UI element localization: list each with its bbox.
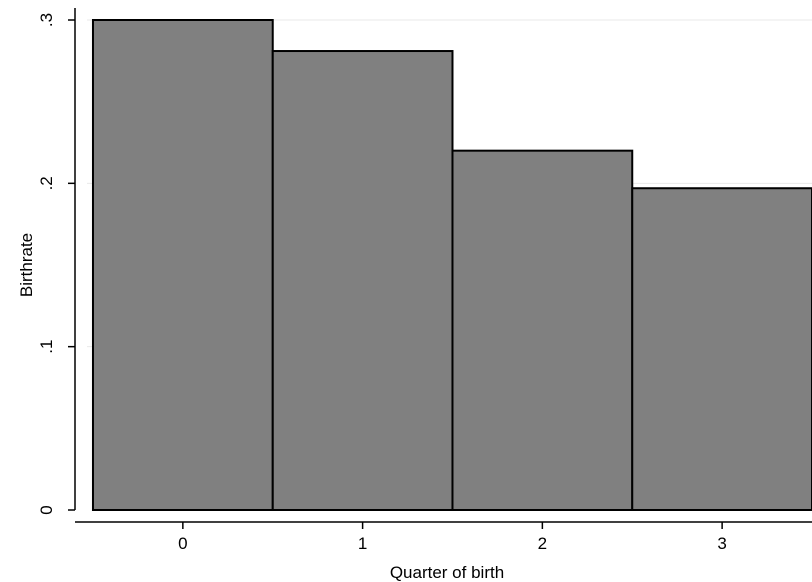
y-tick-label-1: .1 [37,340,56,354]
bar-2 [451,149,634,512]
y-tick-label-0: 0 [37,505,56,514]
y-tick-label-3: .3 [37,13,56,27]
bar-3 [631,187,812,511]
bar-0 [91,19,274,511]
x-tick-label-2: 2 [538,534,547,553]
axes-layer: 0 .1 .2 .3 0 1 2 3 [37,8,812,553]
bars-layer [91,19,812,512]
x-tick-label-3: 3 [717,534,726,553]
bar-1 [271,50,454,512]
y-axis-title: Birthrate [17,233,36,297]
x-tick-label-0: 0 [178,534,187,553]
x-tick-label-1: 1 [358,534,367,553]
y-tick-label-2: .2 [37,176,56,190]
x-axis-title: Quarter of birth [390,563,504,582]
